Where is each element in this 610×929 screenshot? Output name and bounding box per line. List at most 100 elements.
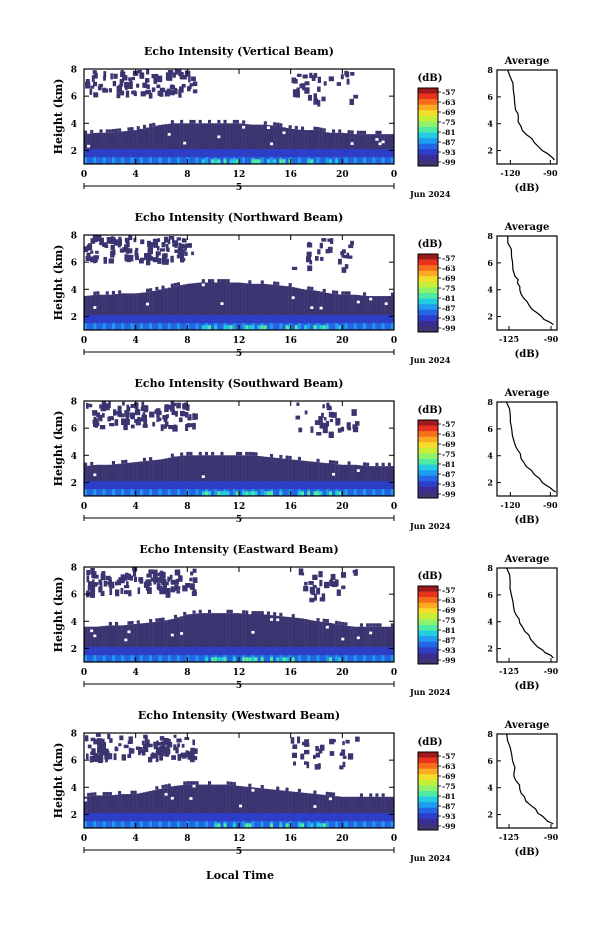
echo-band-cell [381, 481, 385, 492]
avg-y-tick-label: 4 [487, 451, 493, 461]
y-tick-label: 4 [71, 784, 77, 794]
echo-speckle [322, 128, 326, 132]
echo-layer-cell [186, 614, 190, 662]
echo-speckle [318, 571, 323, 578]
echo-speckle [122, 247, 128, 252]
echo-band-cell [127, 655, 131, 662]
echo-speckle [310, 286, 314, 291]
echo-speckle [134, 402, 139, 409]
echo-speckle [326, 404, 331, 411]
echo-speckle [344, 264, 349, 269]
echo-band-cell [161, 323, 165, 330]
echo-layer-cell [164, 288, 168, 330]
echo-speckle [144, 739, 150, 747]
echo-band-cell [282, 315, 286, 326]
echo-layer-cell [332, 463, 336, 496]
echo-speckle [155, 751, 161, 756]
echo-layer-cell [239, 455, 243, 496]
avg-y-tick-label: 2 [487, 146, 493, 156]
avg-y-tick-label: 2 [487, 810, 493, 820]
echo-speckle [94, 423, 99, 428]
echo-band-cell [105, 655, 109, 662]
echo-speckle [133, 790, 137, 795]
echo-band-cell [87, 149, 91, 160]
echo-speckle [148, 756, 153, 763]
echo-band-cell [301, 647, 305, 658]
echo-layer-cell [338, 624, 342, 662]
echo-band-cell [105, 481, 109, 492]
echo-layer-cell [164, 458, 168, 496]
echo-band-cell [115, 655, 119, 662]
echo-speckle [310, 426, 314, 433]
echo-band-cell [257, 821, 261, 828]
y-tick-label: 6 [71, 757, 77, 767]
echo-band-cell [257, 655, 261, 662]
echo-layer-cell [208, 282, 212, 330]
echo-band-cell [310, 813, 314, 824]
echo-speckle [88, 591, 94, 597]
y-tick-label: 4 [71, 618, 77, 628]
echo-layer-cell [245, 455, 249, 496]
echo-layer-cell [211, 784, 215, 828]
echo-speckle [163, 418, 168, 423]
echo-layer-cell [229, 613, 233, 662]
echo-band-cell [201, 647, 206, 658]
colorbar-tick-label: -87 [442, 636, 456, 645]
echo-band-cell [127, 647, 131, 658]
colorbar-swatch [418, 658, 438, 665]
echo-speckle [108, 401, 111, 409]
echo-band-cell [270, 315, 274, 326]
echo-speckle [312, 584, 317, 589]
echo-speckle [372, 623, 376, 627]
average-title: Average [504, 56, 550, 67]
echo-speckle [147, 579, 152, 583]
echo-layer-cell [229, 282, 233, 330]
echo-layer-cell [217, 613, 221, 662]
echo-layer-cell [161, 459, 165, 496]
echo-speckle [155, 251, 159, 258]
echo-layer-cell [239, 123, 243, 164]
echo-band-cell [183, 813, 187, 824]
echo-band-cell [155, 481, 159, 492]
y-tick-label: 4 [71, 120, 77, 130]
echo-band-cell [96, 821, 100, 828]
echo-band-cell [84, 315, 88, 326]
echo-speckle [149, 288, 153, 292]
echo-band-cell [338, 481, 342, 492]
echo-layer-cell [96, 626, 100, 662]
echo-band-cell [195, 157, 199, 164]
echo-band-cell [245, 325, 249, 330]
echo-band-cell [149, 157, 153, 164]
echo-speckle [192, 748, 198, 754]
echo-speckle [168, 236, 175, 240]
echo-band-cell [208, 813, 212, 824]
echo-speckle [111, 290, 115, 295]
echo-band-cell [372, 647, 376, 658]
echo-band-cell [260, 315, 264, 326]
echo-band-cell [211, 657, 215, 662]
echo-speckle [84, 130, 88, 134]
echo-band-cell [288, 315, 292, 326]
echo-band-cell [139, 157, 144, 164]
heatmap-ylabel: Height (km) [52, 79, 65, 155]
echo-band-cell [192, 323, 196, 330]
echo-layer-cell [276, 285, 280, 330]
echo-band-cell [381, 489, 385, 496]
echo-layer-cell [266, 614, 271, 662]
echo-band-cell [177, 821, 181, 828]
echo-band-cell [204, 157, 209, 164]
echo-band-cell [211, 481, 215, 492]
echo-band-cell [356, 481, 361, 492]
avg-x-tick-label: -120 [500, 500, 520, 510]
echo-speckle [108, 129, 112, 133]
echo-layer-cell [338, 796, 342, 828]
echo-layer-cell [204, 613, 209, 662]
echo-band-cell [142, 481, 147, 492]
echo-speckle [141, 401, 145, 408]
echo-band-cell [260, 821, 264, 828]
echo-band-cell [307, 491, 311, 496]
echo-layer-cell [251, 455, 255, 496]
echo-band-cell [87, 821, 91, 828]
echo-speckle [149, 242, 154, 247]
